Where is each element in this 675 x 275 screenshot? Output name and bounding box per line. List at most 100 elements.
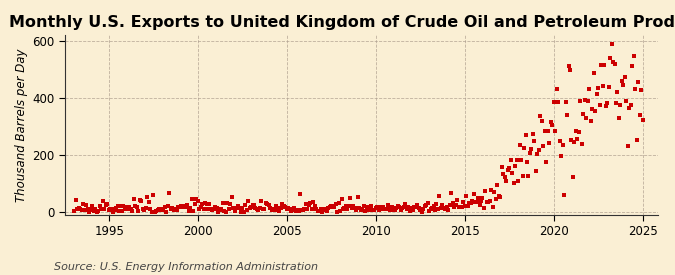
Point [491, 197, 502, 201]
Point [403, 205, 414, 209]
Point [514, 142, 525, 147]
Point [392, 204, 403, 208]
Point [69, 208, 80, 213]
Point [142, 194, 153, 199]
Point [71, 197, 82, 202]
Point [574, 130, 585, 135]
Point [130, 204, 140, 208]
Point [409, 205, 420, 210]
Point [608, 60, 618, 64]
Point [326, 204, 337, 208]
Point [231, 206, 242, 210]
Point [576, 142, 587, 146]
Point [341, 204, 352, 208]
Point [566, 137, 577, 142]
Point [630, 87, 641, 91]
Point [511, 157, 522, 162]
Point [96, 207, 107, 211]
Point [338, 207, 348, 211]
Point [358, 204, 369, 209]
Point [323, 206, 333, 210]
Point [456, 204, 467, 209]
Point [429, 208, 440, 212]
Point [279, 205, 290, 209]
Point [200, 201, 211, 205]
Point [106, 207, 117, 212]
Point [321, 209, 332, 213]
Point [213, 210, 224, 214]
Point [351, 208, 362, 213]
Point [333, 201, 344, 205]
Point [236, 210, 246, 214]
Point [407, 208, 418, 212]
Point [562, 113, 572, 117]
Point [421, 203, 431, 207]
Point [226, 195, 237, 199]
Point [344, 204, 354, 208]
Point [115, 204, 126, 208]
Point [462, 204, 473, 208]
Point [554, 138, 565, 143]
Point [476, 199, 487, 204]
Point [381, 207, 392, 212]
Point [526, 146, 537, 151]
Point [247, 203, 258, 207]
Point [615, 103, 626, 107]
Point [287, 207, 298, 212]
Point [126, 207, 136, 211]
Point [600, 104, 611, 108]
Point [587, 107, 597, 111]
Point [294, 192, 305, 197]
Point [136, 198, 146, 203]
Point [300, 202, 311, 206]
Point [221, 209, 232, 214]
Point [184, 209, 194, 213]
Point [363, 208, 374, 212]
Point [76, 208, 87, 213]
Point [309, 204, 320, 208]
Point [253, 208, 264, 212]
Point [257, 207, 268, 211]
Point [549, 129, 560, 133]
Point [296, 208, 307, 212]
Point [228, 206, 239, 210]
Point [564, 68, 575, 73]
Point [446, 191, 457, 195]
Point [246, 204, 256, 209]
Point [143, 200, 154, 204]
Point [557, 142, 568, 147]
Point [210, 205, 221, 210]
Point [122, 207, 133, 211]
Point [306, 207, 317, 211]
Point [298, 207, 308, 212]
Point [624, 106, 634, 111]
Point [371, 205, 381, 210]
Point [157, 208, 167, 212]
Point [278, 204, 289, 208]
Point [88, 209, 99, 214]
Point [568, 175, 578, 180]
Point [470, 200, 481, 205]
Point [237, 205, 248, 210]
Point [618, 83, 629, 87]
Point [171, 208, 182, 212]
Point [335, 208, 346, 213]
Point [622, 144, 633, 148]
Point [137, 207, 148, 211]
Point [261, 201, 271, 206]
Point [286, 209, 296, 213]
Point [620, 75, 630, 79]
Point [508, 181, 519, 185]
Point [74, 206, 84, 210]
Point [206, 207, 217, 211]
Point [78, 202, 89, 206]
Y-axis label: Thousand Barrels per Day: Thousand Barrels per Day [15, 48, 28, 202]
Point [211, 205, 222, 210]
Point [544, 141, 555, 145]
Point [105, 207, 115, 211]
Point [311, 206, 322, 211]
Point [636, 88, 647, 93]
Point [435, 206, 446, 210]
Point [155, 208, 166, 212]
Point [263, 203, 274, 207]
